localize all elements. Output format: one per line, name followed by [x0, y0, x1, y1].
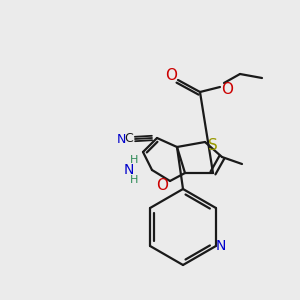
Text: C: C — [124, 133, 134, 146]
Text: N: N — [116, 133, 126, 146]
Text: O: O — [156, 178, 168, 193]
Text: H: H — [130, 175, 138, 185]
Text: N: N — [216, 239, 226, 253]
Text: O: O — [221, 82, 233, 98]
Text: N: N — [124, 163, 134, 177]
Text: O: O — [165, 68, 177, 82]
Text: H: H — [130, 155, 138, 165]
Text: S: S — [208, 137, 218, 152]
